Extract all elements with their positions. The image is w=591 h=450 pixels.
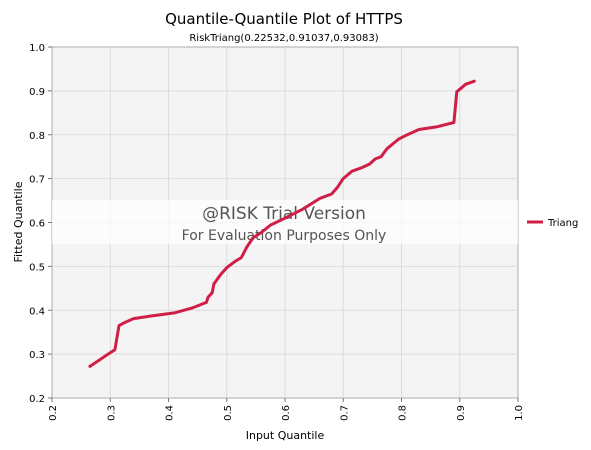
y-tick-label: 0.9 xyxy=(29,87,45,98)
y-tick-label: 1.0 xyxy=(29,43,45,54)
x-tick-label: 0.5 xyxy=(223,405,234,421)
legend-label-triang: Triang xyxy=(547,218,578,229)
y-tick-label: 0.8 xyxy=(29,131,45,142)
legend: Triang xyxy=(527,218,578,229)
x-tick-label: 0.6 xyxy=(281,405,292,421)
series-line-triang xyxy=(88,79,476,368)
tick-labels: 0.2 0.3 0.4 0.5 0.6 0.7 0.8 0.9 1.0 0.2 0.3 0.4 0.5 0… xyxy=(29,43,525,421)
x-tick-label: 0.9 xyxy=(456,405,467,421)
watermark-title: @RISK Trial Version xyxy=(202,204,366,224)
x-tick-label: 1.0 xyxy=(514,405,525,421)
x-tick-label: 0.3 xyxy=(106,405,117,421)
y-tick-label: 0.4 xyxy=(29,306,45,317)
x-axis-label: Input Quantile xyxy=(246,429,325,442)
x-tick-label: 0.7 xyxy=(339,405,350,421)
watermark-band xyxy=(52,200,518,244)
y-tick-label: 0.3 xyxy=(29,350,45,361)
x-tick-label: 0.8 xyxy=(398,405,409,421)
chart-subtitle: RiskTriang(0.22532,0.91037,0.93083) xyxy=(189,33,378,44)
watermark-subtitle: For Evaluation Purposes Only xyxy=(182,228,387,244)
series-layer xyxy=(88,79,476,368)
chart-title: Quantile-Quantile Plot of HTTPS xyxy=(165,10,403,28)
x-tick-label: 0.2 xyxy=(48,405,59,421)
x-tick-label: 0.4 xyxy=(165,405,176,421)
y-axis-label: Fitted Quantile xyxy=(12,181,25,262)
grid-lines xyxy=(52,47,518,398)
y-tick-label: 0.6 xyxy=(29,219,45,230)
y-tick-label: 0.5 xyxy=(29,262,45,273)
y-tick-label: 0.7 xyxy=(29,175,45,186)
y-tick-label: 0.2 xyxy=(29,394,45,405)
